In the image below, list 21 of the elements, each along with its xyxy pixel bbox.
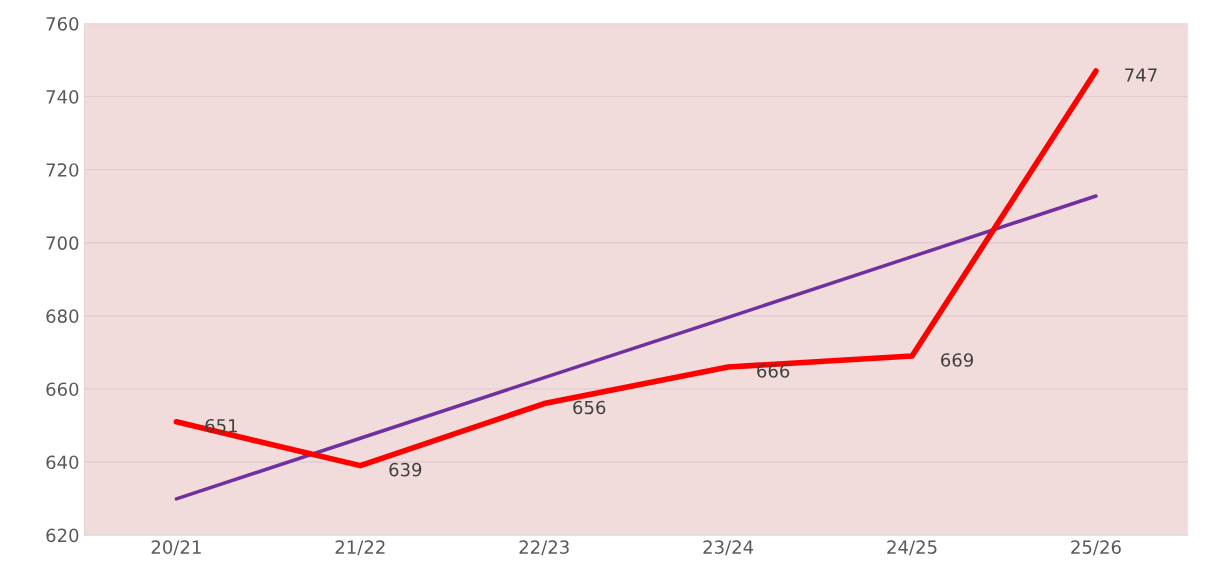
y-tick-label: 660: [46, 382, 79, 397]
data-label: 656: [573, 400, 606, 415]
line-series: [174, 194, 1098, 501]
data-label: 651: [205, 418, 237, 433]
data-label: 639: [389, 462, 422, 477]
y-tick-label: 760: [46, 16, 79, 31]
x-tick-label: 20/21: [151, 540, 201, 556]
y-tick-label: 720: [46, 163, 79, 177]
y-tick-label: 740: [46, 90, 79, 104]
data-label: 666: [757, 364, 790, 378]
x-tick-label: 21/22: [335, 540, 385, 556]
y-tick-label: 700: [46, 236, 79, 250]
x-tick-label: 24/25: [887, 540, 937, 556]
y-tick-label: 640: [46, 455, 79, 470]
data-label: 669: [941, 353, 974, 367]
data-label: 747: [1125, 68, 1157, 82]
y-tick-label: 680: [46, 309, 79, 323]
y-tick-label: 620: [46, 528, 79, 543]
x-tick-label: 22/23: [519, 540, 569, 556]
x-tick-label: 23/24: [703, 540, 754, 556]
x-tick-label: 25/26: [1071, 540, 1121, 556]
